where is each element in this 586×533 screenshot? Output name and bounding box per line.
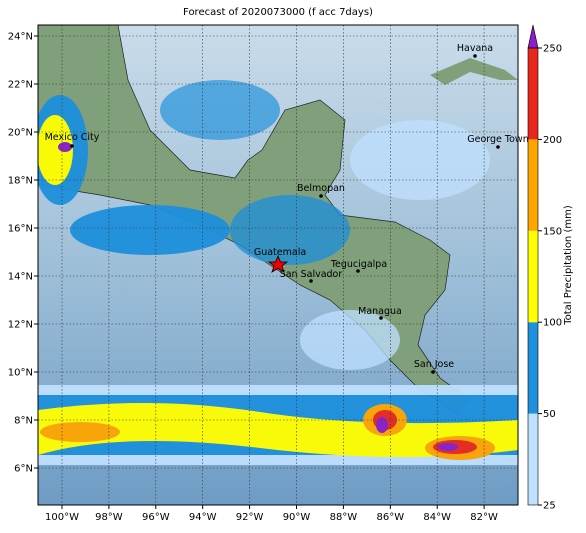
city-dot xyxy=(379,316,383,320)
title: Forecast of 2020073000 (f acc 7days) xyxy=(183,7,373,18)
lat-label: 20°N xyxy=(8,128,33,139)
colorbar-tick-label: 250 xyxy=(543,44,562,55)
lat-label: 16°N xyxy=(8,224,33,235)
lat-label: 18°N xyxy=(8,176,33,187)
city-dot xyxy=(319,194,323,198)
colorbar-segment xyxy=(528,413,538,505)
colorbar-segment xyxy=(528,139,538,231)
city-label: Managua xyxy=(358,306,402,317)
plot-frame xyxy=(37,24,519,506)
lat-label: 6°N xyxy=(14,464,33,475)
city-label: Belmopan xyxy=(297,183,345,194)
city-dot xyxy=(356,269,360,273)
coastline xyxy=(38,25,471,413)
map-layers xyxy=(38,25,518,505)
city-dot xyxy=(309,279,313,283)
lon-label: 86°W xyxy=(376,512,404,523)
precipitation xyxy=(38,80,518,465)
lat-label: 8°N xyxy=(14,416,33,427)
city-label: Havana xyxy=(457,43,493,54)
colorbar-tick-label: 200 xyxy=(543,135,562,146)
lat-label: 14°N xyxy=(8,272,33,283)
colorbar-label: Total Precipitation (mm) xyxy=(563,205,574,326)
lon-label: 96°W xyxy=(142,512,170,523)
city-label: George Town xyxy=(467,134,528,145)
colorbar-segment xyxy=(528,48,538,140)
lon-label: 90°W xyxy=(283,512,311,523)
colorbar-segment xyxy=(528,230,538,323)
colorbar: 25 50 100 150 200 250 xyxy=(527,24,562,512)
lon-label: 88°W xyxy=(330,512,358,523)
city-label: Tegucigalpa xyxy=(330,259,387,270)
city-label: Guatemala xyxy=(254,247,306,258)
city-label: San Jose xyxy=(414,359,454,370)
city-dot xyxy=(496,145,500,149)
lon-label: 92°W xyxy=(236,512,264,523)
colorbar-tick-label: 25 xyxy=(543,501,556,512)
lat-label: 10°N xyxy=(8,368,33,379)
lat-label: 22°N xyxy=(8,80,33,91)
colorbar-tick-label: 50 xyxy=(543,409,556,420)
lat-label: 12°N xyxy=(8,320,33,331)
capital-star xyxy=(267,254,289,273)
graticule xyxy=(38,25,518,505)
city-label: Mexico City xyxy=(45,132,100,143)
lon-label: 84°W xyxy=(423,512,451,523)
city-dot xyxy=(473,54,477,58)
colorbar-extension xyxy=(527,24,539,49)
city-label: San Salvador xyxy=(280,269,343,280)
city-dot xyxy=(431,370,435,374)
city-dot xyxy=(70,144,74,148)
lon-label: 94°W xyxy=(189,512,217,523)
colorbar-segment xyxy=(528,322,538,414)
colorbar-tick-label: 150 xyxy=(543,226,562,237)
colorbar-tick-label: 100 xyxy=(543,318,562,329)
land-cuba xyxy=(430,58,518,85)
lat-label: 24°N xyxy=(8,32,33,43)
colorbar-frame xyxy=(527,47,539,506)
lon-label: 82°W xyxy=(470,512,498,523)
lon-label: 98°W xyxy=(95,512,123,523)
lon-label: 100°W xyxy=(45,512,79,523)
